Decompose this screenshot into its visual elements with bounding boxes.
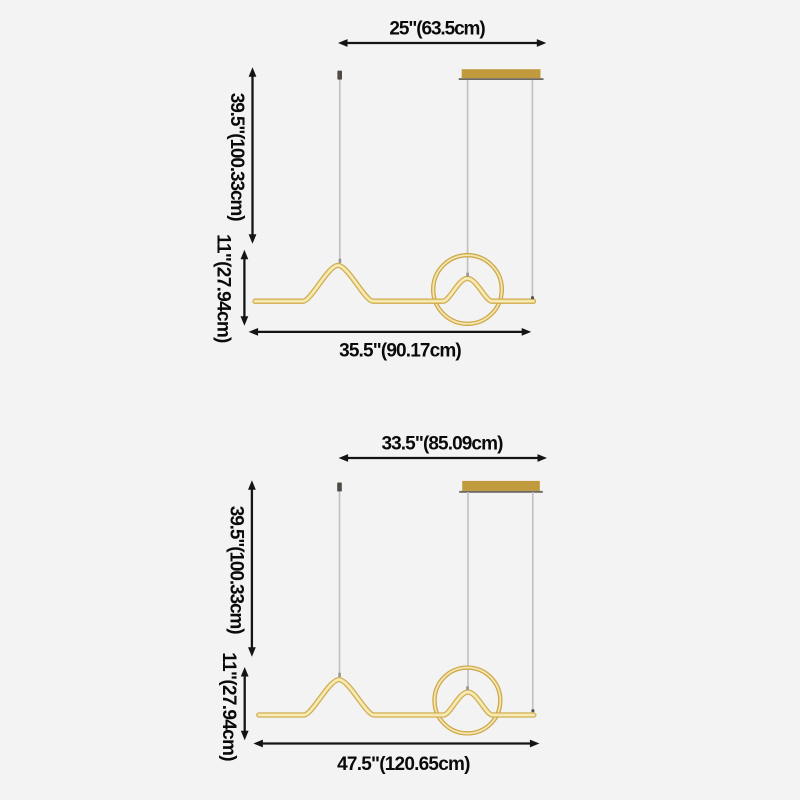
svg-text:33.5"(85.09cm): 33.5"(85.09cm) <box>381 433 503 454</box>
svg-text:11"(27.94cm): 11"(27.94cm) <box>213 234 234 343</box>
svg-text:35.5"(90.17cm): 35.5"(90.17cm) <box>339 340 461 361</box>
svg-text:11"(27.94cm): 11"(27.94cm) <box>218 652 239 761</box>
svg-text:39.5"(100.33cm): 39.5"(100.33cm) <box>226 93 247 221</box>
svg-text:39.5"(100.33cm): 39.5"(100.33cm) <box>226 506 247 634</box>
svg-text:47.5"(120.65cm): 47.5"(120.65cm) <box>337 754 470 775</box>
svg-text:25"(63.5cm): 25"(63.5cm) <box>389 18 485 39</box>
